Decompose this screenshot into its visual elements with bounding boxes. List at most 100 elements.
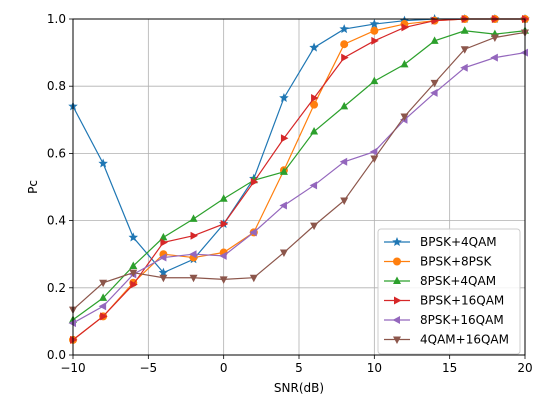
data-point-8psk-16qam: [249, 228, 257, 237]
legend-label-bpsk-16qam: BPSK+16QAM: [420, 294, 504, 308]
data-point-8psk-16qam: [430, 88, 438, 97]
data-point-bpsk-16qam: [401, 23, 409, 32]
data-point-8psk-16qam: [189, 250, 197, 259]
data-point-bpsk-8psk: [340, 40, 349, 49]
data-point-bpsk-16qam: [280, 134, 289, 143]
y-tick-label: 0.6: [47, 146, 66, 160]
data-point-8psk-4qam: [340, 101, 349, 110]
legend-label-bpsk-4qam: BPSK+4QAM: [420, 235, 497, 249]
legend-marker-8psk-16qam: [392, 316, 400, 324]
data-point-8psk-4qam: [159, 232, 168, 241]
data-point-bpsk-4qam: [309, 42, 319, 52]
x-tick-label: −10: [60, 361, 85, 375]
data-point-4qam-16qam: [490, 34, 499, 42]
data-point-bpsk-16qam: [220, 219, 229, 228]
data-point-8psk-4qam: [219, 194, 228, 202]
series-layer: [68, 14, 530, 344]
data-point-bpsk-16qam: [160, 238, 168, 247]
y-tick-label: 0.0: [47, 348, 66, 362]
data-point-8psk-16qam: [219, 251, 227, 260]
data-point-8psk-4qam: [99, 293, 108, 301]
data-point-8psk-16qam: [460, 63, 468, 72]
data-point-8psk-16qam: [369, 147, 378, 156]
data-point-8psk-16qam: [158, 253, 167, 262]
data-point-bpsk-16qam: [130, 280, 138, 289]
data-point-8psk-16qam: [98, 302, 107, 311]
data-point-8psk-4qam: [370, 76, 379, 85]
y-tick-label: 1.0: [47, 12, 66, 26]
legend-label-bpsk-8psk: BPSK+8PSK: [420, 255, 492, 269]
legend: BPSK+4QAM BPSK+8PSK 8PSK+4QAM BPSK+16QAM 8PS…: [377, 228, 521, 355]
data-point-4qam-16qam: [219, 276, 228, 284]
series-8psk-4qam: [69, 26, 529, 323]
x-tick-label: 10: [367, 361, 382, 375]
legend-marker-bpsk-4qam: [392, 237, 402, 247]
data-point-bpsk-16qam: [522, 15, 530, 23]
data-point-bpsk-4qam: [339, 24, 349, 34]
data-point-4qam-16qam: [430, 79, 439, 88]
data-point-4qam-16qam: [370, 155, 379, 163]
data-point-4qam-16qam: [400, 113, 409, 121]
data-point-bpsk-4qam: [158, 267, 169, 277]
x-tick-label: 0: [220, 361, 228, 375]
data-point-bpsk-16qam: [371, 36, 379, 45]
series-line-8psk-16qam: [72, 52, 526, 324]
data-point-bpsk-4qam: [369, 19, 380, 29]
y-tick-label: 0.2: [47, 281, 66, 295]
data-point-8psk-4qam: [310, 127, 319, 135]
x-tick-label: 15: [442, 361, 457, 375]
legend-marker-bpsk-16qam: [394, 296, 402, 305]
data-point-8psk-4qam: [279, 167, 288, 175]
series-line-bpsk-16qam: [72, 18, 525, 341]
x-tick-label: 5: [295, 361, 303, 375]
legend-marker-4qam-16qam: [393, 336, 401, 344]
data-point-8psk-16qam: [68, 319, 76, 328]
data-point-8psk-16qam: [279, 201, 287, 210]
data-point-8psk-4qam: [129, 261, 138, 269]
data-point-bpsk-16qam: [341, 53, 349, 62]
data-point-8psk-16qam: [309, 181, 318, 190]
y-tick-label: 0.8: [47, 79, 66, 93]
data-point-8psk-4qam: [460, 26, 469, 34]
data-point-bpsk-4qam: [98, 158, 108, 168]
legend-marker-bpsk-8psk: [393, 257, 401, 266]
data-point-4qam-16qam: [340, 197, 349, 205]
data-point-4qam-16qam: [310, 222, 319, 231]
data-point-8psk-16qam: [520, 48, 528, 57]
legend-marker-8psk-4qam: [393, 276, 401, 284]
data-point-bpsk-8psk: [310, 100, 319, 109]
series-bpsk-16qam: [70, 15, 530, 344]
data-point-4qam-16qam: [279, 249, 288, 258]
series-line-4qam-16qam: [72, 31, 526, 311]
data-point-bpsk-16qam: [100, 312, 108, 321]
x-tick-label: 20: [517, 361, 532, 375]
data-point-4qam-16qam: [249, 274, 258, 283]
data-point-8psk-4qam: [189, 214, 198, 222]
y-tick-label: 0.4: [47, 214, 66, 228]
legend-label-8psk-16qam: 8PSK+16QAM: [420, 313, 504, 327]
series-line-8psk-4qam: [72, 30, 526, 321]
y-axis-label: Pc: [26, 180, 40, 194]
data-point-bpsk-16qam: [190, 231, 199, 240]
data-point-4qam-16qam: [159, 274, 168, 283]
data-point-8psk-16qam: [339, 157, 348, 166]
data-point-4qam-16qam: [460, 46, 469, 54]
data-point-4qam-16qam: [99, 279, 108, 288]
data-point-bpsk-16qam: [311, 93, 319, 102]
data-point-4qam-16qam: [129, 269, 138, 278]
data-point-4qam-16qam: [189, 274, 198, 283]
data-point-8psk-4qam: [400, 59, 409, 68]
data-point-8psk-4qam: [430, 36, 439, 44]
x-tick-label: −5: [139, 361, 157, 375]
data-point-bpsk-4qam: [279, 92, 289, 103]
data-point-bpsk-8psk: [370, 26, 379, 35]
legend-box: [377, 228, 521, 355]
legend-label-8psk-4qam: 8PSK+4QAM: [420, 274, 496, 288]
data-point-bpsk-16qam: [250, 177, 259, 186]
legend-label-4qam-16qam: 4QAM+16QAM: [420, 333, 509, 347]
data-point-bpsk-16qam: [70, 335, 78, 344]
ticks: −10 −5 0 5 10 15 20 0.0 0.2 0.4 0.6 0.8 1.0: [47, 12, 533, 375]
data-point-bpsk-4qam: [128, 232, 139, 242]
data-point-8psk-16qam: [490, 53, 498, 62]
